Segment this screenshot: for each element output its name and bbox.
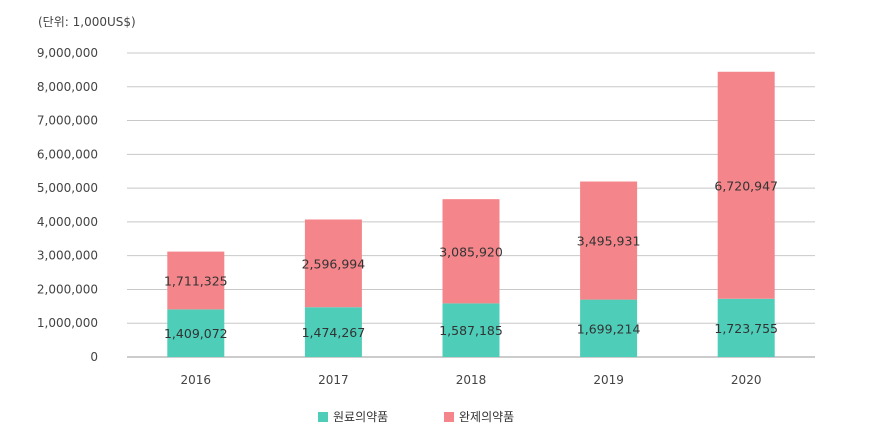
y-tick-label: 0 [90,350,98,364]
y-tick-label: 1,000,000 [37,316,98,330]
legend-label: 원료의약품 [333,409,388,424]
y-tick-label: 2,000,000 [37,282,98,296]
x-tick-label: 2016 [181,373,212,387]
x-tick-label: 2019 [593,373,624,387]
data-label: 1,723,755 [714,321,778,336]
legend-label: 완제의약품 [459,409,514,424]
legend-swatch [444,412,454,422]
bar-finished-2018 [442,199,500,304]
data-label: 1,699,214 [577,321,641,336]
bar-raw-2018 [442,303,500,357]
y-tick-label: 3,000,000 [37,249,98,263]
y-tick-label: 6,000,000 [37,147,98,161]
data-label: 3,495,931 [577,234,641,249]
y-tick-label: 9,000,000 [37,46,98,60]
y-tick-label: 4,000,000 [37,215,98,229]
y-axis: 0 1,000,000 2,000,000 3,000,000 4,000,000 5,0… [37,46,98,364]
bar-finished-2016 [167,251,225,310]
bar-finished-2019 [580,181,638,300]
y-tick-label: 5,000,000 [37,181,98,195]
legend: 원료의약품 완제의약품 [318,409,514,424]
data-label: 1,587,185 [439,323,503,338]
y-tick-label: 7,000,000 [37,114,98,128]
x-axis: 2016 2017 2018 2019 2020 [181,373,762,387]
bar-raw-2016 [167,309,225,357]
x-tick-label: 2018 [456,373,487,387]
x-tick-label: 2017 [318,373,349,387]
bars: 1,409,072 1,711,325 1,474,267 2,596,994 1,58… [164,71,778,357]
data-label: 1,474,267 [302,325,366,340]
bar-raw-2019 [580,299,638,357]
legend-swatch [318,412,328,422]
data-label: 3,085,920 [439,244,503,259]
bar-finished-2020 [717,71,775,299]
data-label: 2,596,994 [302,256,366,271]
bar-raw-2017 [304,307,362,357]
y-tick-label: 8,000,000 [37,80,98,94]
x-tick-label: 2020 [731,373,762,387]
data-label: 6,720,947 [714,178,778,193]
bar-raw-2020 [717,298,775,357]
data-label: 1,711,325 [164,274,228,289]
data-label: 1,409,072 [164,326,228,341]
unit-label: (단위: 1,000US$) [38,15,136,29]
bar-finished-2017 [304,219,362,308]
